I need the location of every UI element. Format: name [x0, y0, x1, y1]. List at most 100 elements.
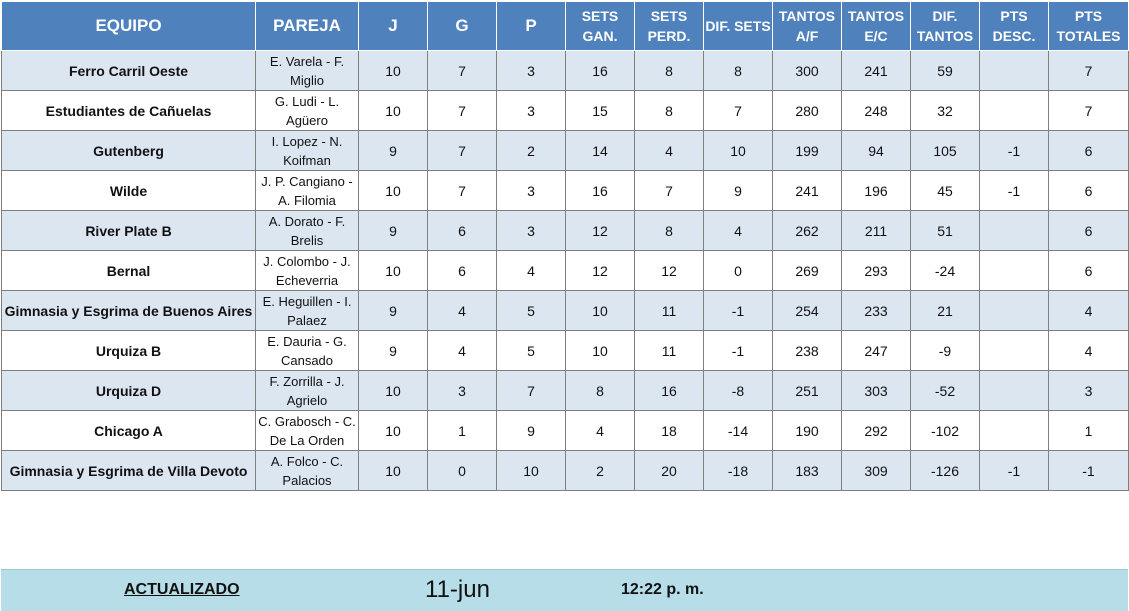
cell-pareja: J. P. Cangiano - A. Filomia: [255, 170, 359, 211]
table-row: Gimnasia y Esgrima de Buenos Aires E. Heg…: [1, 290, 1129, 331]
cell-pts-desc: [979, 210, 1049, 251]
cell-pts-desc: [979, 290, 1049, 331]
cell-pts-desc: -1: [979, 170, 1049, 211]
cell-dif-sets: -1: [703, 330, 773, 371]
header-pts-totales: PTS TOTALES: [1048, 1, 1129, 51]
cell-pareja: J. Colombo - J. Echeverria: [255, 250, 359, 291]
cell-tantos-af: 241: [772, 170, 842, 211]
header-tantos-ec: TANTOS E/C: [841, 1, 911, 51]
cell-j: 10: [358, 370, 428, 411]
cell-p: 3: [496, 90, 566, 131]
table-row: Gutenberg I. Lopez - N. Koifman 9 7 2 14 4 10 199…: [1, 130, 1129, 171]
cell-sets-gan: 10: [565, 330, 635, 371]
pair-line: E. Varela - F.: [269, 53, 345, 69]
cell-pareja: F. Zorrilla - J. Agrielo: [255, 370, 359, 411]
cell-tantos-ec: 196: [841, 170, 911, 211]
cell-j: 10: [358, 50, 428, 91]
cell-tantos-af: 190: [772, 410, 842, 451]
cell-sets-gan: 12: [565, 210, 635, 251]
pair-line: I. Lopez - N.: [271, 133, 343, 149]
cell-p: 3: [496, 210, 566, 251]
cell-equipo: Urquiza B: [1, 330, 256, 371]
cell-dif-tantos: -52: [910, 370, 980, 411]
cell-equipo: Gimnasia y Esgrima de Buenos Aires: [1, 290, 256, 331]
cell-tantos-ec: 293: [841, 250, 911, 291]
cell-pts-totales: 7: [1048, 50, 1129, 91]
pair-line: A. Dorato - F.: [268, 213, 346, 229]
cell-tantos-ec: 309: [841, 450, 911, 491]
cell-dif-sets: 10: [703, 130, 773, 171]
cell-tantos-ec: 211: [841, 210, 911, 251]
table-row: Wilde J. P. Cangiano - A. Filomia 10 7 3 16 7 9 2…: [1, 170, 1129, 211]
pair-line: Echeverria: [275, 272, 339, 288]
cell-dif-tantos: -24: [910, 250, 980, 291]
cell-g: 1: [427, 410, 497, 451]
cell-dif-sets: -8: [703, 370, 773, 411]
table-row: Bernal J. Colombo - J. Echeverria 10 6 4 12 12 0…: [1, 250, 1129, 291]
cell-equipo: Ferro Carril Oeste: [1, 50, 256, 91]
cell-sets-gan: 12: [565, 250, 635, 291]
pair-line: J. Colombo - J.: [263, 253, 351, 269]
cell-g: 3: [427, 370, 497, 411]
pair-line: Agrielo: [286, 392, 328, 408]
cell-sets-perd: 8: [634, 210, 704, 251]
cell-tantos-af: 238: [772, 330, 842, 371]
cell-g: 6: [427, 210, 497, 251]
cell-j: 9: [358, 130, 428, 171]
cell-sets-perd: 11: [634, 290, 704, 331]
table-row: Gimnasia y Esgrima de Villa Devoto A. Fol…: [1, 450, 1129, 491]
cell-g: 0: [427, 450, 497, 491]
cell-pts-totales: 6: [1048, 130, 1129, 171]
cell-dif-tantos: 32: [910, 90, 980, 131]
cell-pareja: E. Dauria - G. Cansado: [255, 330, 359, 371]
cell-equipo: Estudiantes de Cañuelas: [1, 90, 256, 131]
cell-dif-tantos: -126: [910, 450, 980, 491]
cell-pts-totales: 1: [1048, 410, 1129, 451]
cell-g: 7: [427, 130, 497, 171]
cell-pts-desc: -1: [979, 130, 1049, 171]
header-g: G: [427, 1, 497, 51]
cell-g: 4: [427, 330, 497, 371]
table-row: Ferro Carril Oeste E. Varela - F. Miglio 10…: [1, 50, 1129, 91]
cell-tantos-ec: 303: [841, 370, 911, 411]
cell-p: 4: [496, 250, 566, 291]
pair-line: C. Grabosch - C.: [258, 413, 356, 429]
cell-pts-desc: [979, 250, 1049, 291]
cell-j: 9: [358, 210, 428, 251]
cell-dif-sets: -1: [703, 290, 773, 331]
update-time: 12:22 p. m.: [621, 581, 704, 598]
update-bar: ACTUALIZADO 11-jun 12:22 p. m.: [1, 569, 1128, 611]
standings-table: EQUIPO PAREJA J G P SETS GAN. SETS PERD. D…: [1, 1, 1129, 491]
cell-j: 10: [358, 90, 428, 131]
cell-tantos-af: 262: [772, 210, 842, 251]
cell-tantos-af: 280: [772, 90, 842, 131]
cell-dif-tantos: 45: [910, 170, 980, 211]
cell-sets-gan: 15: [565, 90, 635, 131]
pair-line: De La Orden: [269, 432, 345, 448]
cell-pareja: I. Lopez - N. Koifman: [255, 130, 359, 171]
cell-g: 6: [427, 250, 497, 291]
cell-sets-gan: 4: [565, 410, 635, 451]
cell-pts-totales: 4: [1048, 330, 1129, 371]
cell-sets-perd: 16: [634, 370, 704, 411]
cell-pts-totales: 6: [1048, 250, 1129, 291]
header-dif-sets: DIF. SETS: [703, 1, 773, 51]
cell-p: 3: [496, 170, 566, 211]
pair-line: Agüero: [286, 112, 328, 128]
cell-dif-tantos: -102: [910, 410, 980, 451]
cell-pareja: A. Dorato - F. Brelis: [255, 210, 359, 251]
cell-pareja: C. Grabosch - C. De La Orden: [255, 410, 359, 451]
cell-dif-sets: 4: [703, 210, 773, 251]
pair-line: Brelis: [290, 232, 324, 248]
header-dif-tantos: DIF. TANTOS: [910, 1, 980, 51]
table-row: Urquiza B E. Dauria - G. Cansado 9 4 5 10 11 -1 2…: [1, 330, 1129, 371]
pair-line: A. Filomia: [278, 192, 336, 208]
cell-tantos-af: 199: [772, 130, 842, 171]
pair-line: Palacios: [282, 472, 332, 488]
cell-equipo: Gutenberg: [1, 130, 256, 171]
pair-line: G. Ludi - L.: [274, 93, 340, 109]
cell-g: 4: [427, 290, 497, 331]
cell-sets-perd: 7: [634, 170, 704, 211]
cell-sets-perd: 8: [634, 50, 704, 91]
cell-sets-gan: 8: [565, 370, 635, 411]
